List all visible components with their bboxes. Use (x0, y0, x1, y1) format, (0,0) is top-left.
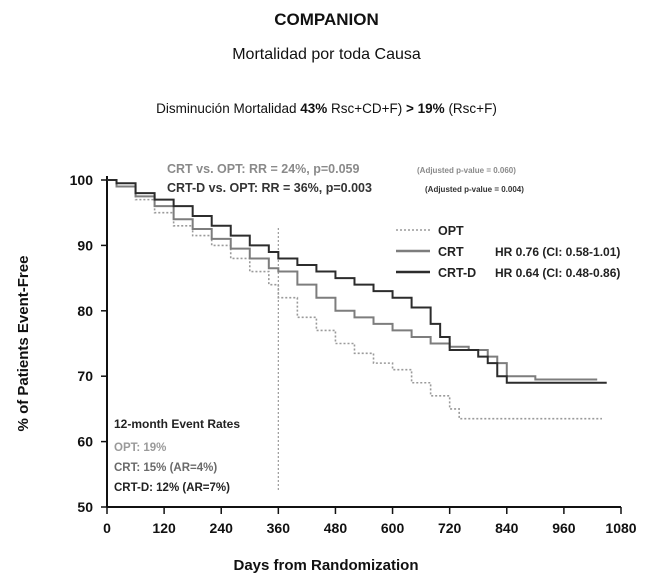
legend-entry: CRT-D (438, 266, 476, 280)
mortality-note-part: (Rsc+F) (444, 101, 497, 116)
y-tick-label: 80 (77, 303, 93, 319)
series-line-crt (107, 179, 598, 381)
page-title: COMPANION (274, 10, 379, 29)
mortality-note-value: > 19% (406, 101, 445, 116)
x-axis-label: Days from Randomization (233, 557, 418, 574)
comparison-adjusted-p: (Adjusted p-value = 0.060) (417, 166, 516, 175)
page-subtitle: Mortalidad por toda Causa (232, 46, 421, 63)
series-line-opt (107, 179, 602, 420)
y-tick-label: 50 (77, 499, 93, 515)
y-tick-label: 60 (77, 434, 93, 450)
x-tick-label: 720 (438, 520, 462, 536)
legend-entry: OPT (438, 224, 464, 238)
y-tick-label: 100 (70, 172, 94, 188)
x-tick-label: 1080 (605, 520, 636, 536)
y-axis-label: % of Patients Event-Free (15, 256, 32, 432)
event-rate-line: CRT: 15% (AR=4%) (114, 462, 217, 474)
x-tick-label: 360 (267, 520, 291, 536)
x-tick-label: 960 (552, 520, 576, 536)
mortality-note-value: 43% (300, 101, 328, 116)
x-tick-label: 480 (324, 520, 348, 536)
x-tick-label: 0 (103, 520, 111, 536)
legend-hazard-ratio: HR 0.64 (CI: 0.48-0.86) (495, 266, 620, 280)
series-line-crt-d (107, 179, 607, 384)
mortality-note-part: Rsc+CD+F) (327, 101, 407, 116)
x-tick-label: 120 (152, 520, 176, 536)
legend-hazard-ratio: HR 0.76 (CI: 0.58-1.01) (495, 245, 620, 259)
event-rates-title: 12-month Event Rates (114, 417, 240, 431)
x-tick-label: 240 (210, 520, 234, 536)
comparison-label: CRT vs. OPT: RR = 24%, p=0.059 (167, 162, 359, 176)
comparison-adjusted-p: (Adjusted p-value = 0.004) (425, 185, 524, 194)
legend-entry: CRT (438, 245, 464, 259)
mortality-note: Disminución Mortalidad 43% Rsc+CD+F) > 1… (0, 101, 653, 116)
y-tick-label: 90 (77, 237, 93, 253)
mortality-note-part: Disminución Mortalidad (156, 101, 301, 116)
event-rate-line: CRT-D: 12% (AR=7%) (114, 482, 230, 494)
y-tick-label: 70 (77, 368, 93, 384)
x-tick-label: 840 (495, 520, 519, 536)
event-rate-line: OPT: 19% (114, 442, 166, 454)
x-tick-label: 600 (381, 520, 405, 536)
comparison-label: CRT-D vs. OPT: RR = 36%, p=0.003 (167, 181, 372, 195)
